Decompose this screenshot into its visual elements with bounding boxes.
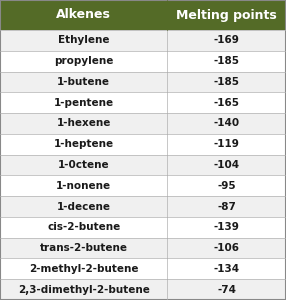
Text: propylene: propylene bbox=[54, 56, 113, 66]
Text: -95: -95 bbox=[217, 181, 236, 191]
Bar bbox=[0, 113, 286, 134]
Text: 1-decene: 1-decene bbox=[57, 202, 111, 212]
Text: 1-0ctene: 1-0ctene bbox=[58, 160, 110, 170]
Bar bbox=[0, 196, 286, 217]
Text: 2,3-dimethyl-2-butene: 2,3-dimethyl-2-butene bbox=[18, 285, 150, 295]
Text: 1-pentene: 1-pentene bbox=[53, 98, 114, 108]
Text: 1-butene: 1-butene bbox=[57, 77, 110, 87]
Text: -140: -140 bbox=[214, 118, 240, 128]
Bar bbox=[0, 0, 286, 30]
Bar bbox=[0, 92, 286, 113]
Bar bbox=[0, 134, 286, 154]
Text: -74: -74 bbox=[217, 285, 236, 295]
Text: Alkenes: Alkenes bbox=[56, 8, 111, 22]
Text: -165: -165 bbox=[214, 98, 240, 108]
Text: -119: -119 bbox=[214, 139, 240, 149]
Text: 2-methyl-2-butene: 2-methyl-2-butene bbox=[29, 264, 138, 274]
Text: 1-heptene: 1-heptene bbox=[53, 139, 114, 149]
Text: -139: -139 bbox=[214, 222, 240, 232]
Text: cis-2-butene: cis-2-butene bbox=[47, 222, 120, 232]
Text: Melting points: Melting points bbox=[176, 8, 277, 22]
Bar bbox=[0, 30, 286, 51]
Text: -185: -185 bbox=[214, 56, 240, 66]
Text: -87: -87 bbox=[217, 202, 236, 212]
Text: -134: -134 bbox=[214, 264, 240, 274]
Bar bbox=[0, 71, 286, 92]
Text: trans-2-butene: trans-2-butene bbox=[40, 243, 128, 253]
Text: -106: -106 bbox=[214, 243, 240, 253]
Bar bbox=[0, 238, 286, 259]
Bar bbox=[0, 259, 286, 279]
Text: -185: -185 bbox=[214, 77, 240, 87]
Text: Ethylene: Ethylene bbox=[58, 35, 110, 45]
Bar bbox=[0, 176, 286, 196]
Bar bbox=[0, 217, 286, 238]
Bar bbox=[0, 279, 286, 300]
Bar bbox=[0, 154, 286, 176]
Text: -104: -104 bbox=[214, 160, 240, 170]
Text: 1-hexene: 1-hexene bbox=[56, 118, 111, 128]
Bar bbox=[0, 51, 286, 71]
Text: 1-nonene: 1-nonene bbox=[56, 181, 111, 191]
Text: -169: -169 bbox=[214, 35, 240, 45]
